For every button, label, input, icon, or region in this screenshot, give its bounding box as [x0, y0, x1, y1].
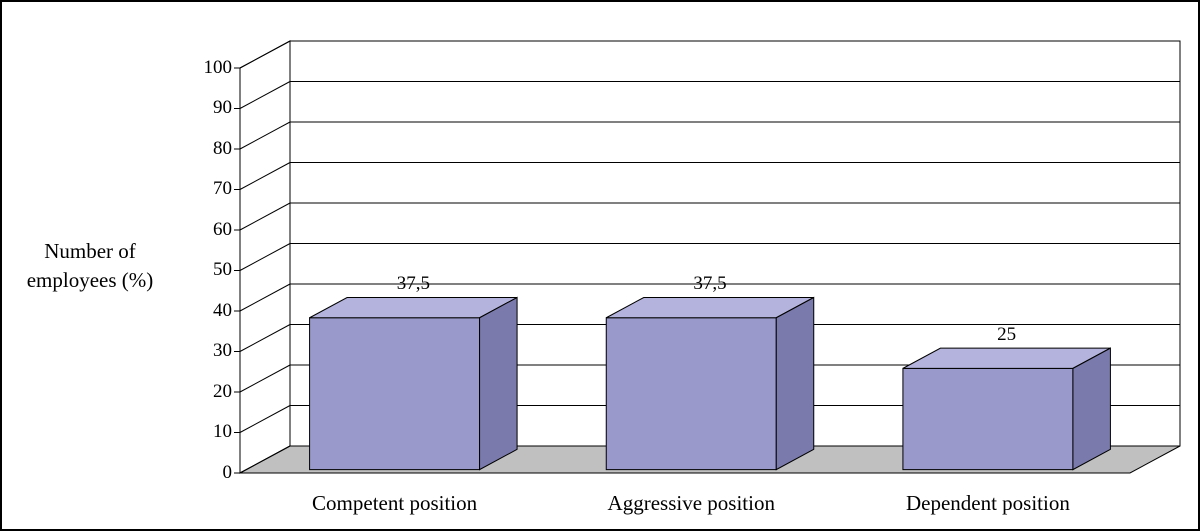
- plot-wrap: 0102030405060708090100 37,537,525 Compet…: [170, 21, 1198, 511]
- y-axis-label: Number of employees (%): [2, 237, 170, 294]
- bar-value-label: 37,5: [693, 273, 726, 295]
- x-axis-label: Dependent position: [906, 491, 1070, 516]
- x-axis-label: Aggressive position: [608, 491, 775, 516]
- chart-svg: [170, 21, 1190, 483]
- chart-frame: Number of employees (%) 0102030405060708…: [0, 0, 1200, 531]
- bar-value-label: 37,5: [397, 273, 430, 295]
- bar-value-label: 25: [997, 324, 1016, 346]
- x-axis-label: Competent position: [312, 491, 477, 516]
